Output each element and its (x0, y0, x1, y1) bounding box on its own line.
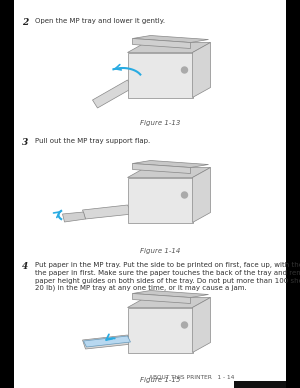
Text: Open the MP tray and lower it gently.: Open the MP tray and lower it gently. (35, 18, 165, 24)
Text: Pull out the MP tray support flap.: Pull out the MP tray support flap. (35, 138, 150, 144)
Polygon shape (128, 298, 211, 308)
Polygon shape (133, 161, 208, 168)
Polygon shape (128, 177, 193, 222)
Circle shape (182, 322, 188, 328)
Polygon shape (133, 163, 190, 173)
Text: 2: 2 (22, 18, 28, 27)
Text: Figure 1-15: Figure 1-15 (140, 377, 180, 383)
Polygon shape (128, 168, 211, 177)
Circle shape (182, 192, 188, 198)
Polygon shape (83, 336, 130, 347)
Polygon shape (82, 205, 133, 219)
Text: Figure 1-13: Figure 1-13 (140, 120, 180, 126)
Text: paper height guides on both sides of the tray. Do not put more than 100 sheets o: paper height guides on both sides of the… (35, 277, 300, 284)
Text: ABOUT THIS PRINTER   1 - 14: ABOUT THIS PRINTER 1 - 14 (148, 375, 234, 380)
Text: the paper in first. Make sure the paper touches the back of the tray and remains: the paper in first. Make sure the paper … (35, 270, 300, 275)
Polygon shape (193, 168, 211, 222)
Text: 4: 4 (22, 262, 28, 271)
Polygon shape (128, 308, 193, 353)
Text: Figure 1-14: Figure 1-14 (140, 248, 180, 254)
Polygon shape (133, 38, 190, 48)
Polygon shape (133, 291, 208, 298)
Polygon shape (128, 43, 211, 52)
Polygon shape (193, 43, 211, 97)
Bar (0, 0, 14, 388)
Polygon shape (128, 52, 193, 97)
Text: Put paper in the MP tray. Put the side to be printed on first, face up, with the: Put paper in the MP tray. Put the side t… (35, 262, 300, 268)
Bar (234, 381, 286, 388)
Polygon shape (62, 212, 86, 222)
Polygon shape (193, 298, 211, 353)
Polygon shape (82, 335, 133, 349)
Text: 20 lb) in the MP tray at any one time, or it may cause a jam.: 20 lb) in the MP tray at any one time, o… (35, 284, 247, 291)
Text: 3: 3 (22, 138, 28, 147)
Polygon shape (133, 35, 208, 43)
Polygon shape (92, 80, 133, 108)
Circle shape (182, 67, 188, 73)
Polygon shape (133, 293, 190, 303)
Bar (286, 0, 300, 388)
